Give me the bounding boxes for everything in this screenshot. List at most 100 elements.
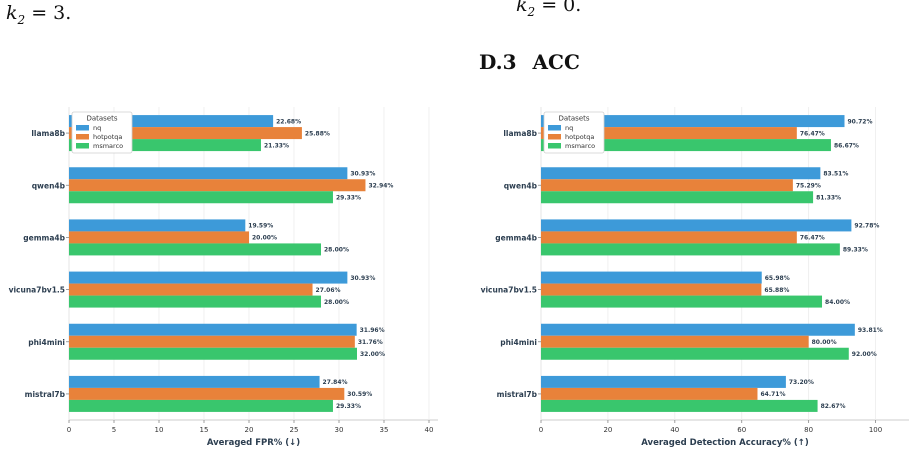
- data-label: 25.88%: [305, 130, 330, 137]
- bar-hotpotqa-qwen4b: [541, 179, 793, 192]
- section-title: ACC: [532, 50, 580, 74]
- legend-swatch-msmarco: [76, 143, 89, 149]
- data-label: 82.67%: [821, 403, 846, 410]
- category-label-mistral7b: mistral7b: [497, 390, 538, 399]
- bar-nq-vicuna7bv1-5: [541, 271, 762, 284]
- page-fragment-right: k2 = 0.: [516, 0, 581, 19]
- data-label: 92.00%: [852, 351, 877, 358]
- data-label: 28.00%: [324, 247, 349, 254]
- category-label-vicuna7bv1-5: vicuna7bv1.5: [481, 286, 537, 295]
- legend-entry-hotpotqa: hotpotqa: [93, 133, 122, 141]
- data-label: 89.33%: [843, 247, 868, 254]
- bar-msmarco-vicuna7bv1-5: [541, 295, 823, 308]
- bar-nq-vicuna7bv1-5: [69, 271, 348, 284]
- fragment-right-subscript: 2: [527, 4, 536, 19]
- data-label: 76.47%: [800, 235, 825, 242]
- x-tick-label: 40: [425, 426, 434, 434]
- x-axis-title: Averaged FPR% (↓): [207, 438, 300, 448]
- bar-msmarco-mistral7b: [541, 399, 818, 412]
- fragment-left-subscript: 2: [17, 12, 26, 27]
- data-label: 31.76%: [358, 339, 383, 346]
- data-label: 81.33%: [816, 195, 841, 202]
- legend-entry-msmarco: msmarco: [565, 142, 595, 150]
- legend-entry-hotpotqa: hotpotqa: [565, 133, 594, 141]
- data-label: 64.71%: [760, 391, 785, 398]
- data-label: 93.81%: [858, 327, 883, 334]
- legend-entry-nq: nq: [93, 124, 101, 132]
- legend-swatch-nq: [548, 125, 561, 131]
- bar-nq-gemma4b: [541, 219, 852, 232]
- data-label: 27.84%: [323, 379, 348, 386]
- data-label: 76.47%: [800, 130, 825, 137]
- data-label: 22.68%: [276, 118, 301, 125]
- data-label: 92.78%: [854, 223, 879, 230]
- data-label: 90.72%: [847, 118, 872, 125]
- data-label: 83.51%: [823, 171, 848, 178]
- bar-msmarco-gemma4b: [541, 243, 840, 256]
- bar-hotpotqa-mistral7b: [541, 387, 758, 400]
- category-label-mistral7b: mistral7b: [25, 390, 66, 399]
- data-label: 31.96%: [360, 327, 385, 334]
- x-tick-label: 35: [380, 426, 389, 434]
- bar-msmarco-qwen4b: [541, 191, 814, 204]
- x-tick-label: 30: [335, 426, 344, 434]
- x-tick-label: 20: [245, 426, 254, 434]
- category-label-gemma4b: gemma4b: [495, 233, 537, 242]
- bar-hotpotqa-mistral7b: [69, 387, 345, 400]
- section-heading: D.3 ACC: [479, 50, 580, 74]
- legend-entry-msmarco: msmarco: [93, 142, 123, 150]
- x-tick-label: 100: [869, 426, 882, 434]
- bar-msmarco-gemma4b: [69, 243, 321, 256]
- x-tick-label: 0: [539, 426, 543, 434]
- bar-msmarco-llama8b: [541, 139, 831, 152]
- data-label: 29.33%: [336, 195, 361, 202]
- data-label: 32.00%: [360, 351, 385, 358]
- data-label: 30.59%: [347, 391, 372, 398]
- bar-hotpotqa-vicuna7bv1-5: [541, 283, 762, 296]
- data-label: 21.33%: [264, 142, 289, 149]
- x-tick-label: 10: [155, 426, 164, 434]
- category-label-gemma4b: gemma4b: [23, 233, 65, 242]
- fragment-right-equation: = 0.: [535, 0, 582, 16]
- bar-nq-phi4mini: [69, 323, 357, 336]
- fragment-left-variable: k: [6, 2, 18, 24]
- bar-nq-mistral7b: [541, 375, 786, 388]
- data-label: 84.00%: [825, 299, 850, 306]
- bar-msmarco-vicuna7bv1-5: [69, 295, 321, 308]
- category-label-qwen4b: qwen4b: [32, 181, 66, 190]
- bar-nq-qwen4b: [541, 167, 821, 180]
- x-tick-label: 20: [603, 426, 612, 434]
- data-label: 27.06%: [316, 287, 341, 294]
- bar-msmarco-phi4mini: [69, 347, 357, 360]
- data-label: 19.59%: [248, 223, 273, 230]
- bar-nq-phi4mini: [541, 323, 855, 336]
- x-tick-label: 80: [804, 426, 813, 434]
- x-tick-label: 40: [670, 426, 679, 434]
- bar-nq-llama8b: [541, 115, 845, 128]
- bar-hotpotqa-qwen4b: [69, 179, 366, 192]
- legend-entry-nq: nq: [565, 124, 573, 132]
- bar-nq-mistral7b: [69, 375, 320, 388]
- bar-hotpotqa-phi4mini: [541, 335, 809, 348]
- x-tick-label: 5: [112, 426, 116, 434]
- legend-title: Datasets: [558, 115, 589, 123]
- legend-swatch-msmarco: [548, 143, 561, 149]
- category-label-phi4mini: phi4mini: [500, 338, 537, 347]
- category-label-phi4mini: phi4mini: [28, 338, 65, 347]
- data-label: 32.94%: [368, 183, 393, 190]
- bar-hotpotqa-gemma4b: [541, 231, 797, 244]
- data-label: 29.33%: [336, 403, 361, 410]
- x-axis-title: Averaged Detection Accuracy% (↑): [641, 438, 809, 448]
- data-label: 75.29%: [796, 183, 821, 190]
- data-label: 20.00%: [252, 235, 277, 242]
- bar-msmarco-mistral7b: [69, 399, 333, 412]
- page-fragment-left: k2 = 3.: [6, 2, 71, 27]
- bar-hotpotqa-phi4mini: [69, 335, 355, 348]
- section-number: D.3: [479, 50, 517, 74]
- legend-box: [543, 111, 605, 154]
- bar-nq-gemma4b: [69, 219, 246, 232]
- fragment-right-variable: k: [516, 0, 528, 16]
